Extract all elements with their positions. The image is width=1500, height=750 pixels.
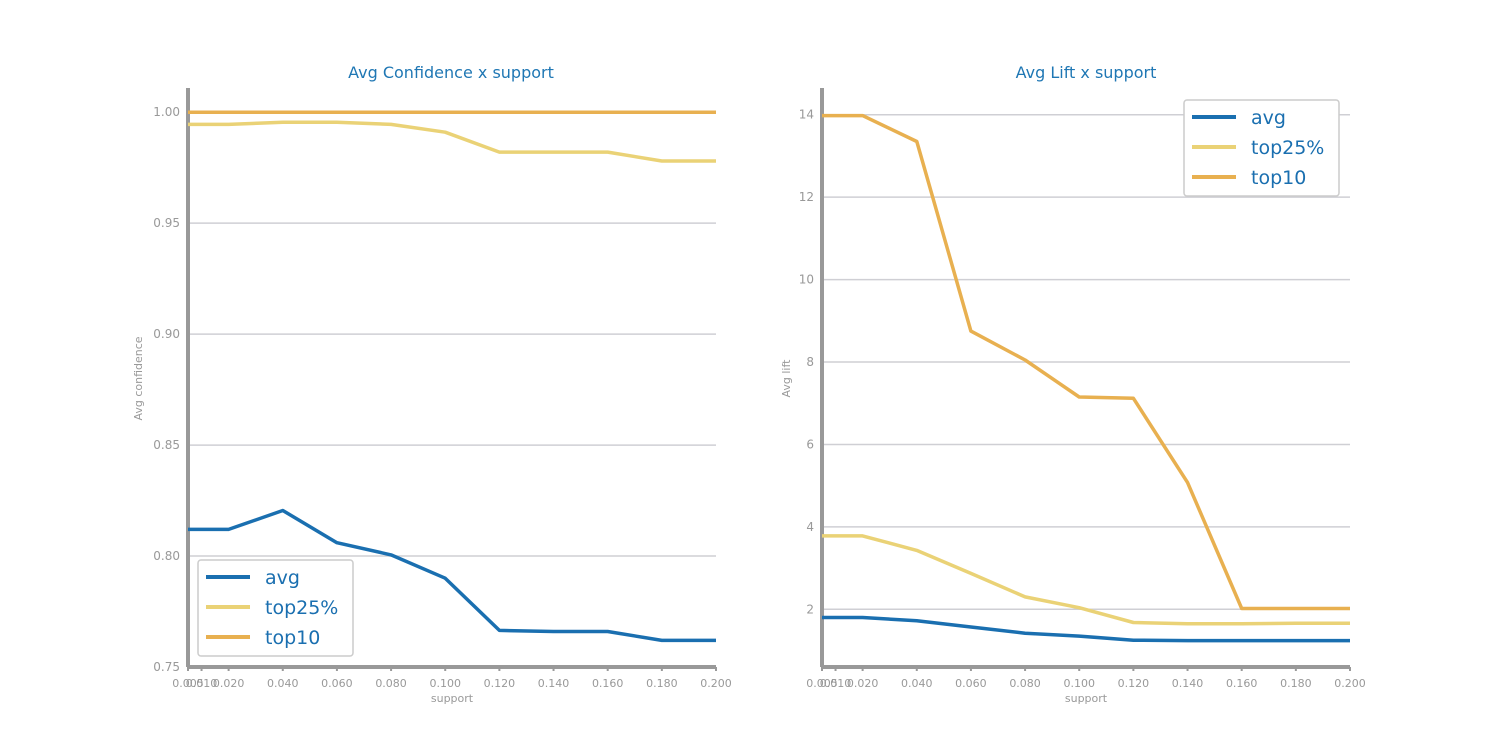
x-axis-label: support [1065,692,1108,705]
x-tick-label: 0.100 [1063,677,1095,690]
chart-title: Avg Confidence x support [348,63,554,82]
series-line-top10 [822,113,1350,611]
y-axis-label: Avg confidence [132,336,145,420]
x-tick-label: 0.180 [646,677,678,690]
legend-box [197,559,354,657]
x-tick-label: 0.040 [267,677,299,690]
series-line-top25 [822,534,1350,626]
y-tick-label: 0.75 [153,660,180,674]
x-axis-label: support [431,692,474,705]
legend-label-top25: top25% [265,597,338,619]
x-tick-label: 0.080 [1009,677,1041,690]
x-tick-label: 0.010 [186,677,218,690]
x-tick-label: 0.005 [172,677,204,690]
x-tick-label: 0.080 [375,677,407,690]
x-tick-label: 0.100 [429,677,461,690]
y-tick-label: 2 [806,602,814,616]
x-tick-label: 0.010 [820,677,852,690]
y-tick-label: 4 [806,520,814,534]
x-tick-label: 0.200 [700,677,732,690]
x-tick-label: 0.180 [1280,677,1312,690]
series-line-top25 [188,120,716,163]
x-tick-label: 0.120 [1118,677,1150,690]
x-tick-label: 0.005 [806,677,838,690]
x-tick-label: 0.200 [1334,677,1366,690]
chart-title: Avg Lift x support [1016,63,1157,82]
series-line-avg [188,508,716,643]
y-tick-label: 12 [799,190,814,204]
x-tick-label: 0.120 [484,677,516,690]
x-tick-label: 0.020 [847,677,879,690]
legend: avg top25% top10 [1183,99,1340,197]
lift-chart-panel: Avg Lift x support24681012140.0050.0100.… [780,63,1366,705]
x-tick-label: 0.040 [901,677,933,690]
y-tick-label: 1.00 [153,105,180,119]
x-tick-label: 0.160 [1226,677,1258,690]
y-tick-label: 6 [806,437,814,451]
legend-box [1183,99,1340,197]
y-axis-label: Avg lift [780,359,793,398]
y-tick-label: 0.90 [153,327,180,341]
y-tick-label: 0.85 [153,438,180,452]
confidence-chart-panel: Avg Confidence x support 0.75 0.80 0.85 0.90… [132,63,732,705]
y-tick-label: 8 [806,355,814,369]
x-tick-label: 0.060 [955,677,987,690]
legend-label-top25: top25% [1251,137,1324,159]
y-tick-label: 0.95 [153,216,180,230]
legend: avg top25% top10 [197,559,354,657]
legend-label-avg: avg [265,567,300,589]
x-tick-label: 0.140 [1172,677,1204,690]
x-tick-label: 0.020 [213,677,245,690]
y-tick-label: 0.80 [153,549,180,563]
legend-label-top10: top10 [265,627,320,649]
legend-label-avg: avg [1251,107,1286,129]
x-tick-label: 0.060 [321,677,353,690]
y-tick-label: 10 [799,273,814,287]
x-tick-label: 0.160 [592,677,624,690]
x-tick-label: 0.140 [538,677,570,690]
series-line-avg [822,615,1350,643]
legend-label-top10: top10 [1251,167,1306,189]
y-tick-label: 14 [799,108,814,122]
